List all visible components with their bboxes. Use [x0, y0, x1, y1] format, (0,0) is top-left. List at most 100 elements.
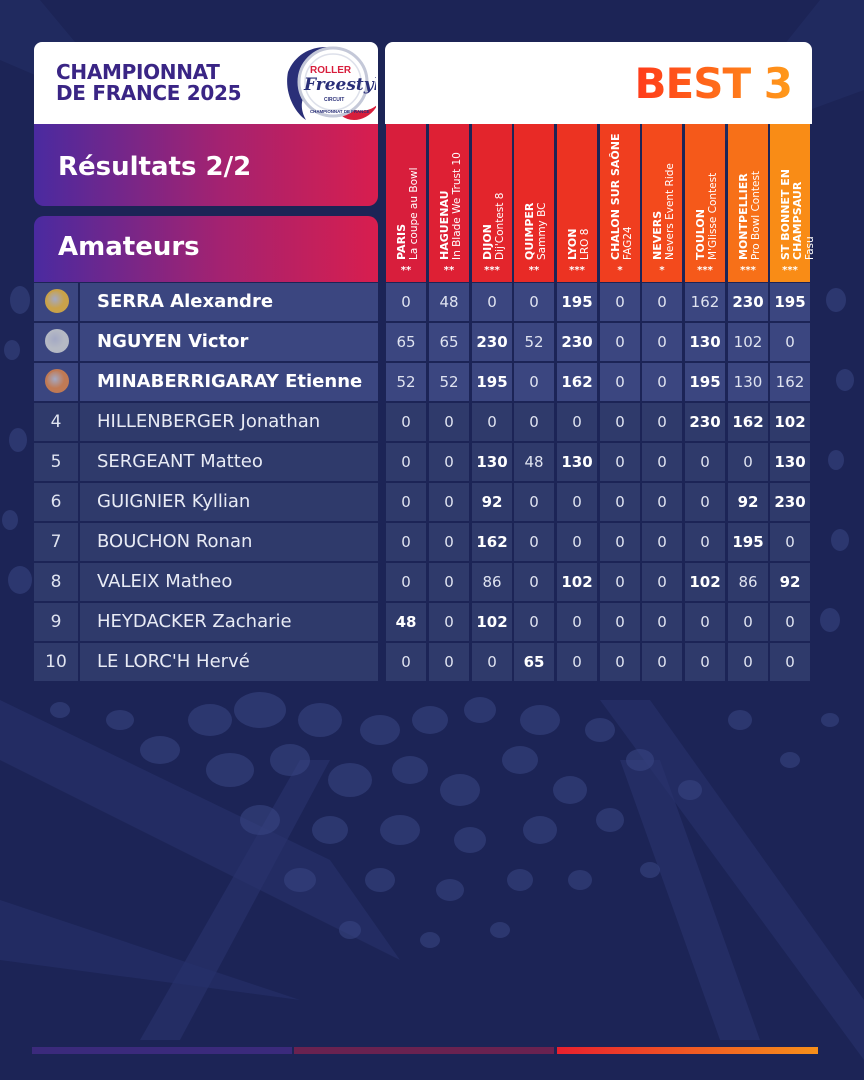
score-cell: 0 — [728, 603, 768, 641]
event-city: LYON — [566, 228, 579, 260]
championship-title: CHAMPIONNAT DE FRANCE 2025 — [56, 60, 242, 105]
logo-ring-text: CHAMPIONNAT DE FRANCE — [310, 109, 370, 114]
score-cell: 195 — [557, 283, 597, 321]
athlete-name: HILLENBERGER Jonathan — [80, 403, 378, 441]
score-cell: 0 — [557, 523, 597, 561]
score-cell: 230 — [557, 323, 597, 361]
score-cell: 195 — [472, 363, 512, 401]
bottom-bar-right — [557, 1047, 818, 1054]
score-cell: 92 — [728, 483, 768, 521]
score-cell: 130 — [472, 443, 512, 481]
title-line-1: CHAMPIONNAT — [56, 60, 220, 84]
athlete-name: LE LORC'H Hervé — [80, 643, 378, 681]
score-cell: 230 — [770, 483, 810, 521]
score-cell: 0 — [600, 603, 640, 641]
athlete-name: MINABERRIGARAY Etienne — [80, 363, 378, 401]
event-name: Sammy BC — [536, 202, 548, 260]
score-cell: 0 — [472, 403, 512, 441]
score-cell: 48 — [386, 603, 426, 641]
gold-medal-icon — [45, 289, 69, 313]
event-city: ST BONNET EN CHAMPSAUR — [779, 169, 804, 260]
score-cell: 0 — [472, 283, 512, 321]
score-cell: 230 — [472, 323, 512, 361]
rank-number: 9 — [50, 612, 62, 632]
score-cell: 86 — [728, 563, 768, 601]
athlete-name: NGUYEN Victor — [80, 323, 378, 361]
score-cell: 0 — [600, 563, 640, 601]
title-panel: CHAMPIONNAT DE FRANCE 2025 ROLLER Freest… — [34, 42, 378, 124]
score-cell: 0 — [642, 483, 682, 521]
score-cell: 0 — [386, 283, 426, 321]
score-cell: 0 — [770, 523, 810, 561]
table-row: 6 GUIGNIER Kyllian 0 0 92 0 0 0 0 0 92 230 — [34, 483, 812, 521]
athlete-name: GUIGNIER Kyllian — [80, 483, 378, 521]
results-title: Résultats 2/2 — [58, 152, 252, 182]
score-cell: 0 — [600, 283, 640, 321]
score-cell: 0 — [429, 403, 469, 441]
table-row: 4 HILLENBERGER Jonathan 0 0 0 0 0 0 0 230 162 102 — [34, 403, 812, 441]
score-cell: 0 — [386, 443, 426, 481]
score-cell: 0 — [386, 563, 426, 601]
event-stars: ** — [443, 265, 455, 276]
score-cell: 0 — [685, 603, 725, 641]
score-cell: 162 — [770, 363, 810, 401]
score-cell: 0 — [642, 603, 682, 641]
event-stars: *** — [697, 265, 713, 276]
event-name: Fasu — [804, 236, 816, 260]
category-banner: Amateurs — [34, 216, 378, 282]
event-header-8: MONTPELLIER Pro Bowl Contest *** — [728, 124, 768, 282]
score-cell: 48 — [514, 443, 554, 481]
bottom-bar-left — [32, 1047, 292, 1054]
score-cell: 130 — [728, 363, 768, 401]
score-cell: 0 — [514, 563, 554, 601]
athlete-name: BOUCHON Ronan — [80, 523, 378, 561]
score-cell: 195 — [770, 283, 810, 321]
title-line-2: DE FRANCE 2025 — [56, 81, 242, 105]
athlete-name: SERGEANT Matteo — [80, 443, 378, 481]
athlete-name: SERRA Alexandre — [80, 283, 378, 321]
score-cell: 0 — [429, 523, 469, 561]
event-stars: *** — [782, 265, 798, 276]
score-cell: 0 — [770, 603, 810, 641]
event-stars: *** — [484, 265, 500, 276]
table-row: MINABERRIGARAY Etienne 52 52 195 0 162 0 0 195 13… — [34, 363, 812, 401]
logo-roller-text: ROLLER — [310, 65, 352, 76]
score-cell: 0 — [600, 443, 640, 481]
event-city: DIJON — [481, 224, 494, 260]
score-cell: 0 — [728, 643, 768, 681]
score-cell: 0 — [472, 643, 512, 681]
event-header-4: LYON LRO 8 *** — [557, 124, 597, 282]
event-name: Pro Bowl Contest — [750, 170, 762, 260]
score-cell: 0 — [429, 483, 469, 521]
score-cell: 0 — [429, 563, 469, 601]
event-name: In Blade We Trust 10 — [451, 152, 463, 260]
score-cell: 162 — [685, 283, 725, 321]
event-city: TOULON — [694, 209, 707, 260]
score-cell: 0 — [642, 443, 682, 481]
rank-cell: 4 — [34, 403, 78, 441]
score-cell: 0 — [514, 283, 554, 321]
score-cell: 230 — [728, 283, 768, 321]
event-city: NEVERS — [651, 210, 664, 260]
score-cell: 48 — [429, 283, 469, 321]
score-cell: 102 — [557, 563, 597, 601]
score-cell: 102 — [685, 563, 725, 601]
table-row: NGUYEN Victor 65 65 230 52 230 0 0 130 102 0 — [34, 323, 812, 361]
rank-cell: 7 — [34, 523, 78, 561]
best-3-label: BEST 3 — [634, 59, 793, 108]
score-cell: 0 — [600, 403, 640, 441]
score-cell: 195 — [685, 363, 725, 401]
event-header-9: ST BONNET EN CHAMPSAUR Fasu *** — [770, 124, 816, 282]
logo-freestyle-text: Freestyle — [303, 75, 376, 95]
event-name: LRO 8 — [579, 228, 591, 260]
score-cell: 0 — [600, 323, 640, 361]
score-cell: 52 — [514, 323, 554, 361]
score-cell: 0 — [642, 643, 682, 681]
rank-number: 8 — [50, 572, 62, 592]
score-cell: 0 — [557, 483, 597, 521]
score-cell: 130 — [770, 443, 810, 481]
table-row: 8 VALEIX Matheo 0 0 86 0 102 0 0 102 86 92 — [34, 563, 812, 601]
score-cell: 0 — [642, 403, 682, 441]
score-cell: 0 — [514, 403, 554, 441]
event-city: QUIMPER — [523, 202, 536, 260]
